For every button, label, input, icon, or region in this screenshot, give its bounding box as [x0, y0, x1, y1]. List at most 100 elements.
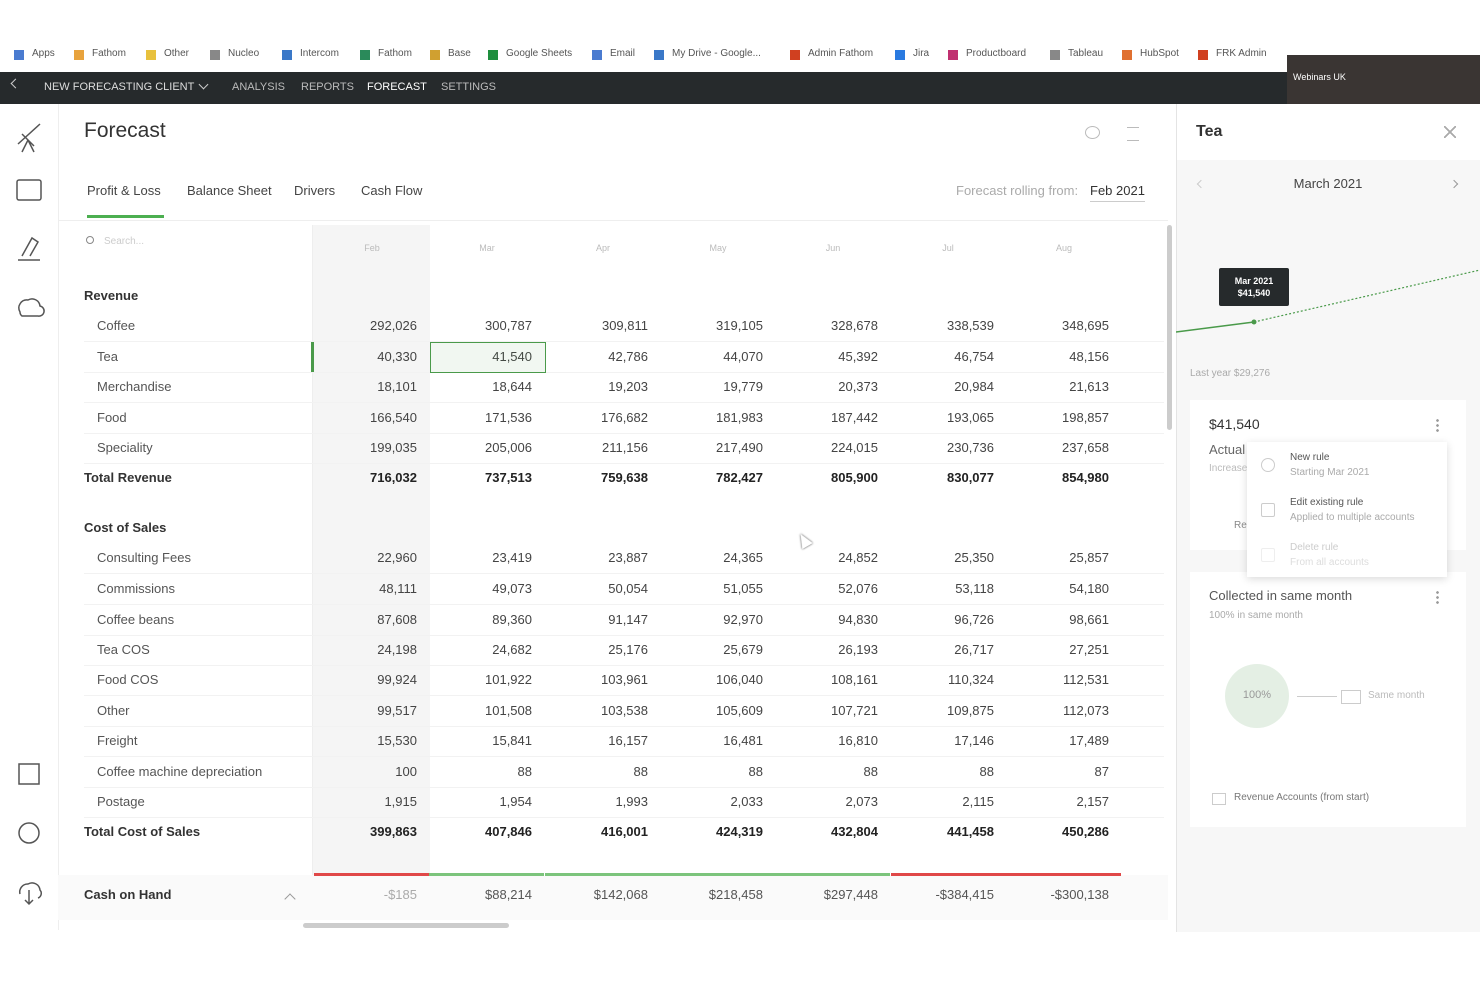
- cell[interactable]: 88: [979, 764, 994, 779]
- nav-item[interactable]: FORECAST: [367, 81, 427, 93]
- cell[interactable]: 171,536: [485, 410, 532, 425]
- cell[interactable]: 19,779: [723, 379, 763, 394]
- row-label[interactable]: Coffee machine depreciation: [97, 764, 263, 779]
- menu-title[interactable]: Edit existing rule: [1290, 497, 1364, 508]
- bookmark[interactable]: HubSpot: [1140, 48, 1179, 59]
- cell[interactable]: 2,033: [730, 794, 763, 809]
- cell[interactable]: 51,055: [723, 581, 763, 596]
- cell[interactable]: 27,251: [1069, 642, 1109, 657]
- cell[interactable]: 99,517: [377, 703, 417, 718]
- bookmark[interactable]: Fathom: [92, 48, 126, 59]
- collection-menu[interactable]: [1436, 590, 1439, 604]
- cell[interactable]: 1,954: [499, 794, 532, 809]
- cell[interactable]: 1,993: [615, 794, 648, 809]
- cell[interactable]: 94,830: [838, 612, 878, 627]
- cell[interactable]: 319,105: [716, 318, 763, 333]
- cell[interactable]: 53,118: [955, 581, 994, 596]
- cell[interactable]: 112,531: [1062, 672, 1109, 687]
- tab[interactable]: Drivers: [294, 183, 336, 198]
- bookmark-icon[interactable]: [790, 50, 800, 60]
- cell[interactable]: 88: [517, 764, 532, 779]
- cell[interactable]: 25,679: [723, 642, 763, 657]
- cell[interactable]: 224,015: [831, 440, 878, 455]
- comment-button[interactable]: [1085, 126, 1100, 139]
- panel-close[interactable]: [1444, 126, 1456, 138]
- cell[interactable]: 15,530: [377, 733, 417, 748]
- bookmark[interactable]: Jira: [913, 48, 930, 59]
- filter-button[interactable]: [1127, 127, 1139, 141]
- row-label[interactable]: Tea COS: [97, 642, 150, 657]
- cell[interactable]: 87: [1094, 764, 1109, 779]
- row-label[interactable]: Food COS: [97, 672, 159, 687]
- download-icon[interactable]: [19, 882, 42, 906]
- collection-footer[interactable]: Revenue Accounts (from start): [1234, 792, 1370, 803]
- cell[interactable]: 187,442: [831, 410, 878, 425]
- card-menu[interactable]: [1436, 418, 1439, 432]
- cell[interactable]: 166,540: [370, 410, 417, 425]
- cell[interactable]: 109,875: [947, 703, 994, 718]
- cell[interactable]: 110,324: [947, 672, 994, 687]
- cell[interactable]: 309,811: [601, 318, 648, 333]
- cell[interactable]: 49,073: [492, 581, 532, 596]
- bookmark[interactable]: Nucleo: [228, 48, 260, 59]
- cell[interactable]: 237,658: [1062, 440, 1109, 455]
- cell[interactable]: 88: [863, 764, 878, 779]
- bookmark[interactable]: Email: [610, 48, 636, 59]
- cell[interactable]: 1,915: [384, 794, 417, 809]
- bookmark[interactable]: Tableau: [1068, 48, 1104, 59]
- cell[interactable]: 98,661: [1069, 612, 1109, 627]
- bookmark-icon[interactable]: [14, 50, 24, 60]
- cell[interactable]: 2,157: [1076, 794, 1109, 809]
- cell[interactable]: 96,726: [954, 612, 994, 627]
- cell[interactable]: 42,786: [608, 349, 648, 364]
- cell[interactable]: 24,852: [838, 550, 878, 565]
- menu-icon[interactable]: [1261, 458, 1275, 472]
- pen-icon[interactable]: [18, 236, 40, 261]
- cell[interactable]: 217,490: [716, 440, 763, 455]
- row-label[interactable]: Merchandise: [97, 379, 172, 394]
- cell[interactable]: 54,180: [1069, 581, 1109, 596]
- cell[interactable]: 103,961: [601, 672, 648, 687]
- cell[interactable]: 176,682: [601, 410, 648, 425]
- cell[interactable]: 328,678: [831, 318, 878, 333]
- cell[interactable]: 40,330: [377, 349, 417, 364]
- cell[interactable]: 41,540: [492, 349, 532, 364]
- bookmark-icon[interactable]: [654, 50, 664, 60]
- cell[interactable]: 87,608: [377, 612, 417, 627]
- cell[interactable]: 20,373: [838, 379, 878, 394]
- chart-icon[interactable]: [16, 179, 42, 201]
- cell[interactable]: 181,983: [716, 410, 763, 425]
- cell[interactable]: 26,717: [954, 642, 994, 657]
- bookmark-icon[interactable]: [360, 50, 370, 60]
- cell[interactable]: 48,111: [379, 581, 417, 596]
- cell[interactable]: 44,070: [723, 349, 763, 364]
- telescope-icon[interactable]: [17, 123, 41, 153]
- cell[interactable]: 89,360: [492, 612, 532, 627]
- gift-icon[interactable]: [18, 763, 40, 785]
- cell[interactable]: 50,054: [608, 581, 648, 596]
- cell[interactable]: 16,157: [608, 733, 648, 748]
- cell[interactable]: 46,754: [954, 349, 994, 364]
- bookmark[interactable]: Productboard: [966, 48, 1027, 59]
- bookmark-icon[interactable]: [488, 50, 498, 60]
- cell[interactable]: 45,392: [838, 349, 878, 364]
- menu-icon[interactable]: [1261, 503, 1275, 517]
- cell[interactable]: 24,365: [723, 550, 763, 565]
- cell[interactable]: 20,984: [954, 379, 994, 394]
- row-label[interactable]: Freight: [97, 733, 138, 748]
- row-label[interactable]: Food: [97, 410, 127, 425]
- tab[interactable]: Profit & Loss: [87, 183, 161, 198]
- card-link[interactable]: Re: [1234, 520, 1247, 531]
- cell[interactable]: 52,076: [838, 581, 878, 596]
- cell[interactable]: 100: [395, 764, 417, 779]
- bookmark-icon[interactable]: [282, 50, 292, 60]
- bookmark-icon[interactable]: [1050, 50, 1060, 60]
- cell[interactable]: 338,539: [947, 318, 994, 333]
- rolling-value[interactable]: Feb 2021: [1090, 183, 1145, 202]
- bookmark[interactable]: My Drive - Google...: [672, 48, 761, 59]
- tab[interactable]: Cash Flow: [361, 183, 423, 198]
- cell[interactable]: 17,146: [954, 733, 994, 748]
- cell[interactable]: 211,156: [601, 440, 648, 455]
- cell[interactable]: 25,350: [954, 550, 994, 565]
- settings-icon[interactable]: [18, 822, 40, 844]
